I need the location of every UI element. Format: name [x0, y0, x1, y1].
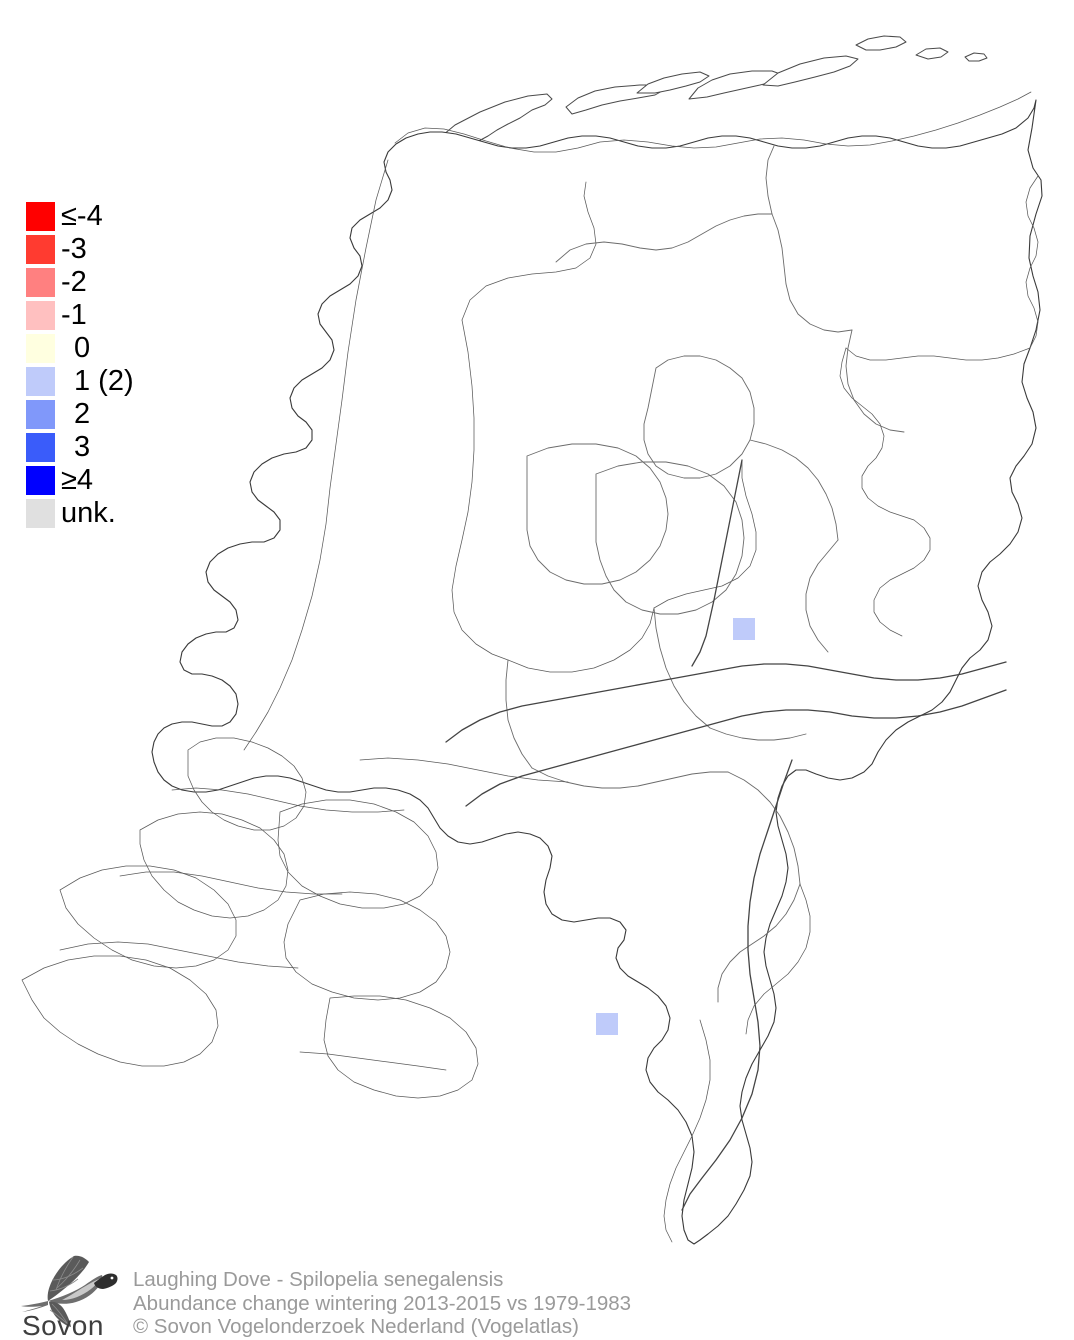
legend-label: 1 (2) — [74, 365, 134, 397]
caption-metric: Abundance change wintering 2013-2015 vs … — [133, 1291, 632, 1315]
legend-swatch — [26, 367, 55, 396]
rivers — [445, 459, 1007, 1211]
legend-label: -2 — [61, 266, 87, 298]
caption-copyright: © Sovon Vogelonderzoek Nederland (Vogela… — [133, 1315, 579, 1338]
ijsselmeer-water — [451, 181, 757, 673]
sovon-wordmark: Sovon — [22, 1310, 104, 1340]
legend-label: ≥4 — [61, 464, 94, 496]
mainland-outline — [151, 99, 1043, 1245]
data-cell-noord-brabant — [596, 1013, 618, 1035]
legend-swatch — [26, 466, 55, 495]
legend-swatch — [26, 268, 55, 297]
legend-swatch — [26, 202, 55, 231]
legend-row[interactable]: -1 — [26, 299, 186, 332]
legend-swatch — [26, 235, 55, 264]
legend-label: ≤-4 — [61, 200, 103, 232]
coastline-refined — [243, 91, 1032, 751]
legend-row[interactable]: unk. — [26, 497, 186, 530]
legend-row[interactable]: 3 — [26, 431, 186, 464]
delta-channels — [59, 757, 569, 1071]
abundance-change-legend: ≤-4 -3 -2 -1 0 1 (2) 2 3 — [26, 200, 186, 530]
legend-label: 2 — [74, 398, 91, 430]
legend-label: -3 — [61, 233, 87, 265]
legend-label: unk. — [61, 497, 116, 529]
legend-label: 3 — [74, 431, 91, 463]
legend-row[interactable]: -3 — [26, 233, 186, 266]
data-cell-veluwe-gelderland — [733, 618, 755, 640]
eastern-border — [839, 175, 1039, 637]
legend-swatch — [26, 499, 55, 528]
legend-swatch — [26, 334, 55, 363]
limburg-tail — [663, 883, 811, 1243]
sovon-logo: Sovon — [16, 1250, 124, 1340]
legend-label: -1 — [61, 299, 87, 331]
map-caption: Laughing Dove - Spilopelia senegalensis … — [133, 1268, 631, 1339]
legend-row[interactable]: 1 (2) — [26, 365, 186, 398]
province-borders — [505, 145, 905, 1003]
legend-row[interactable]: 0 — [26, 332, 186, 365]
legend-row[interactable]: ≥4 — [26, 464, 186, 497]
footer: Sovon Laughing Dove - Spilopelia senegal… — [0, 1248, 1074, 1340]
legend-swatch — [26, 400, 55, 429]
legend-row[interactable]: ≤-4 — [26, 200, 186, 233]
zeeland-delta — [21, 737, 479, 1099]
legend-label: 0 — [74, 332, 91, 364]
legend-row[interactable]: 2 — [26, 398, 186, 431]
legend-swatch — [26, 433, 55, 462]
legend-row[interactable]: -2 — [26, 266, 186, 299]
swallow-bird-icon: Sovon — [21, 1255, 118, 1340]
legend-swatch — [26, 301, 55, 330]
caption-species: Laughing Dove - Spilopelia senegalensis — [133, 1268, 504, 1291]
